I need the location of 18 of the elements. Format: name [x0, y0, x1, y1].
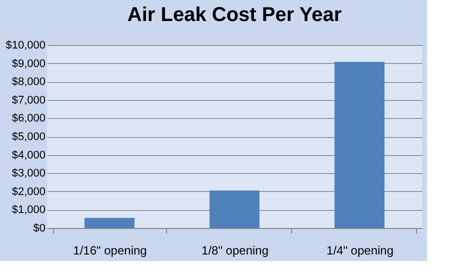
bar	[210, 190, 260, 228]
bar	[84, 218, 134, 228]
chart-title: Air Leak Cost Per Year	[127, 4, 342, 26]
x-tick-label: 1/4" opening	[326, 244, 394, 258]
y-tick-label: $1,000	[12, 204, 46, 216]
y-tick-label: $5,000	[12, 131, 46, 143]
y-tick-label: $9,000	[12, 58, 46, 70]
x-tick-label: 1/8" opening	[202, 244, 268, 258]
y-tick-label: $2,000	[12, 186, 46, 198]
y-tick-label: $0	[33, 222, 46, 234]
y-tick-label: $3,000	[12, 168, 46, 180]
bar	[334, 62, 384, 228]
y-tick-label: $7,000	[12, 94, 46, 106]
y-tick-label: $8,000	[12, 76, 46, 88]
x-tick-label: 1/16" opening	[73, 244, 147, 258]
y-tick-label: $6,000	[12, 112, 46, 125]
y-tick-label: $4,000	[12, 149, 46, 162]
y-tick-label: $10,000	[6, 40, 46, 52]
